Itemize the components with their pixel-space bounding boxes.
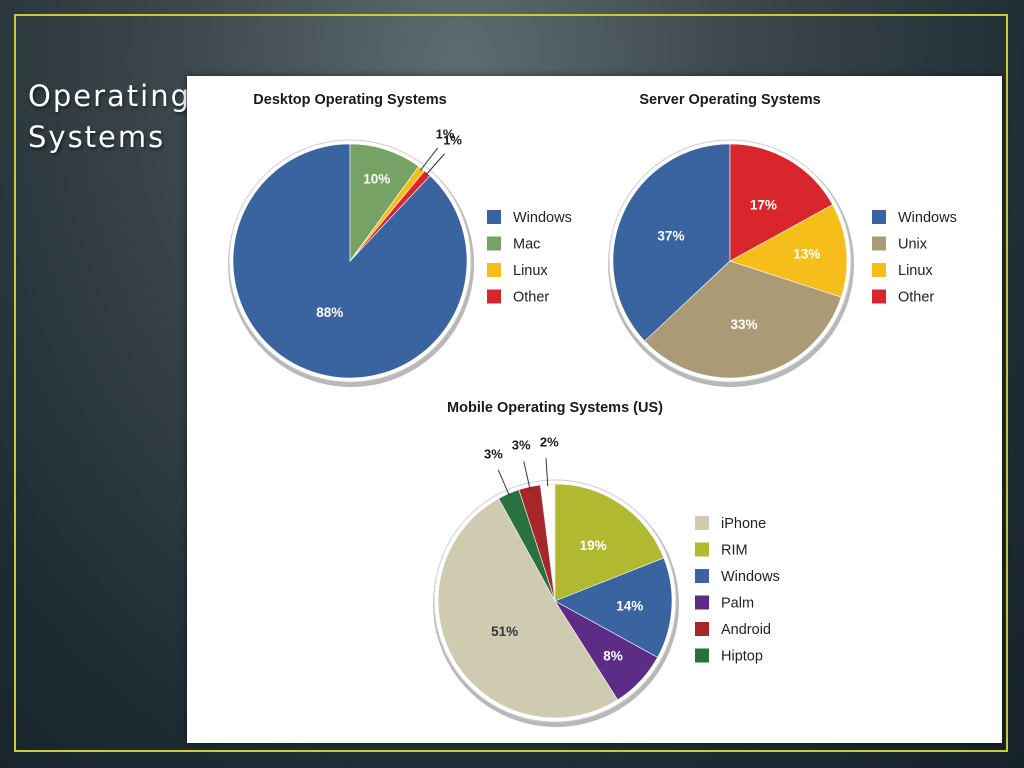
slice-label-linux: 13% [793,247,820,262]
legend-label-rim: RIM [721,543,748,559]
slice-label-rim: 19% [580,538,607,553]
legend-label-other: Other [513,290,549,306]
legend: iPhone RIM Windows Palm Android Hiptop [695,516,780,665]
slice-rim [554,483,665,602]
legend-swatch-hiptop [695,648,709,663]
legend-label-windows: Windows [898,210,957,226]
legend-label-iphone: iPhone [721,516,766,532]
slide-frame [14,14,1008,752]
legend-label-linux: Linux [513,263,548,279]
legend-label-hiptop: Hiptop [721,649,763,665]
figure-panel: Desktop Operating Systems 88% 10% 1% 1% Windo… [187,76,1002,743]
legend-label-mac: Mac [513,237,540,253]
slice-label-palm: 8% [603,648,623,663]
legend-swatch-mac [487,236,501,251]
slide-title: Operating Systems [28,76,191,158]
leader-line [425,153,445,176]
slice-label-mac: 10% [363,172,390,187]
legend-label-windows: Windows [513,210,572,226]
pie-chart-desktop-operating-systems: Desktop Operating Systems 88% 10% 1%1% Windo… [228,92,572,387]
legend-swatch-rim [695,542,709,557]
legend-swatch-other [487,289,501,304]
slice-label-other: 17% [750,198,777,213]
slice-unix [644,260,842,379]
slice-label-unix: 33% [731,317,758,332]
legend-label-unix: Unix [898,237,928,253]
legend-swatch-android [695,622,709,636]
slice-label-linux: 1% [436,127,455,142]
slice-label-remainder: 2% [540,434,559,449]
legend-swatch-palm [695,595,709,610]
slide-title-line-1: Operating [28,79,191,113]
legend-label-palm: Palm [721,596,754,612]
legend-label-android: Android [721,622,771,638]
legend-label-other: Other [898,290,934,306]
legend-swatch-windows [872,210,886,224]
slice-label-windows: 14% [616,599,643,614]
slice-mac [349,143,420,262]
legend-swatch-other [872,289,886,304]
slice-label-windows: 88% [316,305,343,320]
pie-chart-mobile-operating-systems-us: Mobile Operating Systems (US) 51% 19% 14% 8%… [433,400,780,727]
slice-other [729,143,833,262]
legend-swatch-linux [872,263,886,277]
chart-title: Desktop Operating Systems [253,92,446,108]
slice-label-windows: 37% [657,228,684,243]
slice-label-android: 3% [512,438,531,453]
slice-label-iphone: 51% [491,624,518,639]
leader-line [420,147,439,171]
leader-line [545,458,549,487]
legend-swatch-iphone [695,516,709,530]
pie-charts-figure: Desktop Operating Systems 88% 10% 1%1% Windo… [228,92,957,727]
legend-label-windows: Windows [721,569,780,585]
slice-windows [554,557,673,658]
chart-title: Mobile Operating Systems (US) [447,400,663,416]
slice-windows [612,143,731,342]
slice-iphone [437,498,619,719]
legend-swatch-windows [695,569,709,583]
slide-title-line-2: Systems [28,120,166,154]
legend: Windows Mac Linux Other [487,210,572,306]
leader-line [523,461,531,489]
slice-linux [729,204,848,298]
slice-palm [554,600,658,701]
legend-swatch-windows [487,210,501,224]
chart-title: Server Operating Systems [639,92,820,108]
legend-label-linux: Linux [898,263,933,279]
legend: Windows Unix Linux Other [872,210,957,306]
slice-label-other: 1% [443,133,462,148]
leader-line [497,469,510,496]
slice-label-hiptop: 3% [484,447,503,462]
legend-swatch-unix [872,236,886,251]
legend-swatch-linux [487,263,501,277]
pie-chart-server-operating-systems: Server Operating Systems 37% 33% 13% 17% Wind… [608,92,957,387]
